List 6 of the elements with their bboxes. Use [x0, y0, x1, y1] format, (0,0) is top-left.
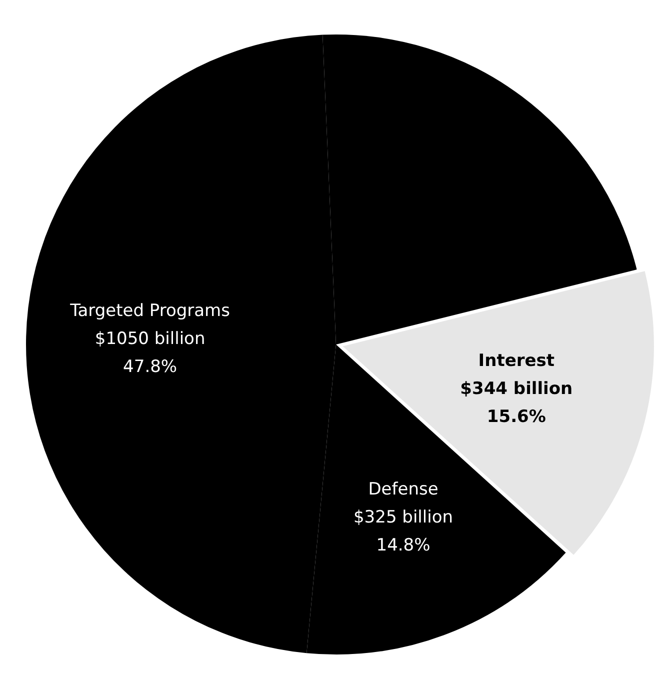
slice-label: Targeted Programs — [69, 301, 230, 322]
data-label: $1050 billion 47.8% — [94, 329, 206, 378]
data-label: $344 billion 15.6% — [460, 379, 573, 428]
slice-label: Interest — [478, 351, 555, 372]
data-label: $325 billion 14.8% — [353, 507, 454, 556]
slice-label: Defense — [368, 479, 438, 500]
